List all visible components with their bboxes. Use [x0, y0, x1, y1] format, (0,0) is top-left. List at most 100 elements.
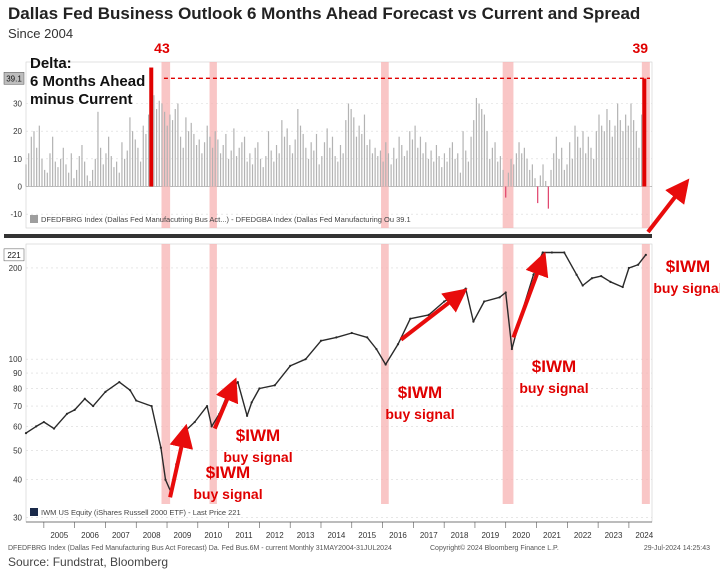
delta-bar	[395, 158, 398, 187]
delta-bar	[49, 153, 51, 187]
bottom-panel: 200 100 90 80 70 60 50 40 30 221 IWM US Equity (iS…	[3, 243, 653, 523]
iwm-price-point	[118, 380, 121, 384]
delta-bar	[638, 147, 640, 187]
delta-bar	[345, 120, 347, 187]
delta-bar	[108, 136, 110, 187]
delta-bar	[609, 120, 611, 187]
delta-bar	[254, 147, 256, 187]
buy-signal-ticker: $IWM	[206, 463, 250, 482]
x-tick-label: 2016	[389, 531, 407, 540]
delta-bar	[70, 153, 72, 187]
iwm-price-point	[498, 296, 501, 299]
delta-bar	[222, 145, 224, 187]
delta-bar	[214, 131, 216, 187]
delta-bar	[100, 147, 102, 187]
delta-bar	[286, 128, 288, 187]
iwm-price-point	[375, 347, 378, 351]
delta-bar	[403, 156, 406, 187]
buy-signal-text: buy signal	[223, 449, 292, 465]
delta-bar	[139, 161, 142, 187]
delta-bar	[627, 125, 629, 187]
delta-bar	[126, 150, 128, 187]
delta-bar	[529, 169, 531, 187]
delta-bar	[54, 161, 56, 187]
delta-bar	[38, 125, 40, 187]
delta-bar	[606, 109, 608, 187]
bottom-ytick-label: 80	[13, 385, 22, 394]
delta-bar	[307, 158, 310, 187]
x-tick-label: 2014	[327, 531, 345, 540]
delta-bar	[467, 161, 470, 187]
delta-bar	[294, 139, 296, 187]
iwm-price-point	[483, 300, 486, 303]
delta-bar	[278, 153, 280, 187]
iwm-price-point	[504, 291, 507, 294]
delta-bar	[361, 133, 363, 187]
delta-bar	[116, 161, 118, 187]
delta-bar	[121, 142, 123, 187]
buy-signal-arrow	[399, 288, 468, 342]
delta-bar	[593, 158, 595, 187]
delta-bar	[574, 125, 576, 187]
delta-bar	[507, 172, 509, 187]
delta-bar	[44, 169, 46, 187]
delta-bar	[350, 109, 352, 187]
delta-bar	[323, 142, 326, 187]
iwm-price-point	[590, 277, 594, 280]
delta-bar	[534, 178, 536, 187]
delta-bar	[41, 158, 43, 187]
last-price-label: 221	[7, 251, 21, 260]
iwm-price-point	[319, 339, 323, 342]
delta-bar	[579, 147, 581, 187]
top-highlight-band	[209, 62, 217, 228]
delta-bar	[363, 114, 366, 187]
delta-bar	[339, 145, 342, 187]
delta-bar	[614, 125, 616, 187]
iwm-price-line	[25, 251, 647, 495]
iwm-price-point	[135, 399, 138, 402]
delta-bar	[246, 161, 248, 187]
iwm-price-point	[150, 404, 153, 408]
delta-bar	[603, 131, 605, 187]
x-tick-label: 2019	[481, 531, 499, 540]
buy-signal-arrow	[168, 423, 194, 498]
iwm-price-point	[250, 401, 253, 404]
buy-signal-text: buy signal	[519, 380, 588, 396]
delta-bar	[305, 147, 307, 187]
delta-bar	[611, 136, 613, 187]
iwm-price-point	[92, 404, 95, 408]
delta-bar	[193, 133, 195, 187]
iwm-price-point	[52, 427, 56, 430]
x-tick-label: 2022	[574, 531, 592, 540]
iwm-price-point	[210, 425, 213, 428]
buy-signal-ticker: $IWM	[666, 257, 710, 276]
bottom-legend-swatch	[30, 508, 38, 516]
iwm-price-point	[600, 275, 603, 278]
delta-bar	[118, 172, 120, 187]
iwm-price-point	[104, 390, 107, 393]
delta-bar	[217, 139, 219, 187]
iwm-price-point	[627, 266, 631, 270]
delta-bar	[459, 172, 462, 187]
delta-bar	[283, 136, 286, 187]
iwm-price-point	[637, 263, 640, 266]
delta-bar	[198, 139, 200, 187]
iwm-price-point	[581, 284, 584, 287]
buy-signal-ticker: $IWM	[532, 357, 576, 376]
delta-bar	[558, 158, 560, 187]
delta-bar	[518, 142, 520, 187]
delta-bar	[353, 117, 355, 187]
delta-bar	[513, 164, 515, 187]
delta-bar	[177, 103, 179, 187]
delta-bar	[251, 164, 254, 187]
delta-bar	[561, 147, 563, 187]
last-price-tag	[3, 248, 25, 262]
delta-bar	[478, 103, 480, 187]
iwm-price-point	[609, 280, 612, 283]
top-highlight-band	[381, 62, 389, 228]
bottom-legend-label: IWM US Equity (iShares Russell 2000 ETF)…	[41, 508, 241, 517]
iwm-price-point	[236, 380, 239, 384]
iwm-price-point	[245, 414, 249, 417]
iwm-price-point	[384, 363, 387, 366]
